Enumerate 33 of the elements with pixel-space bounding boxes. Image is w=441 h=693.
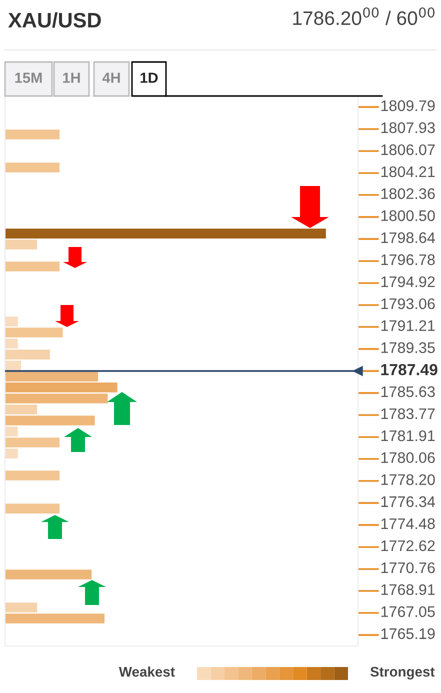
y-tick-label: 1781.91 [381,430,435,442]
y-tick-label: 1785.63 [381,386,435,398]
chart-title: XAU/USD [8,12,101,28]
y-tick-label: 1770.76 [381,562,435,574]
y-tick-label: 1798.64 [381,232,435,244]
text: Strongest [370,666,435,680]
y-tick-label: 1778.20 [381,474,435,486]
y-tick-label: 1802.36 [381,188,435,200]
y-tick-label: 1794.92 [381,276,435,288]
y-tick-label: 1804.21 [381,166,435,178]
y-tick-label: 1791.21 [381,320,435,332]
text: 1D [140,72,158,83]
y-tick-label: 1806.07 [381,144,435,156]
text: 1786.20$^{00}$ / 60$^{00}$ [293,7,434,26]
y-tick-label: 1783.77 [381,408,435,420]
y-tick-label: 1789.35 [381,342,435,354]
y-tick-label: 1767.05 [381,606,435,618]
y-tick-label: 1809.79 [381,100,435,112]
y-tick-label: 1807.93 [381,122,435,134]
text: Weakest [118,666,175,677]
y-tick-label: 1774.48 [381,518,435,530]
y-tick-label: 1765.19 [381,628,435,640]
y-tick-label: 1772.62 [381,540,435,552]
y-tick-label: 1793.06 [381,298,435,310]
y-tick-label: 1768.91 [381,584,435,596]
y-tick-label: 1796.78 [381,254,435,266]
y-tick-label: 1780.06 [381,452,435,464]
y-tick-label: 1776.34 [381,496,435,508]
text: 1H [63,72,80,83]
y-tick-label: 1800.50 [381,210,435,222]
text: 15M [15,72,42,83]
y-tick-label: 1787.49 [381,364,438,376]
text: 4H [102,72,120,83]
